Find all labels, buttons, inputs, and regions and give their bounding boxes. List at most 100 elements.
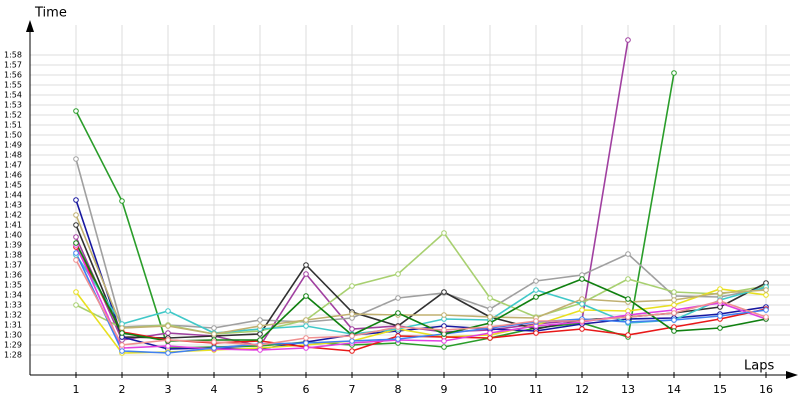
point [625,319,631,325]
point [487,324,493,330]
point [441,338,447,344]
point [763,307,769,313]
point [165,330,171,336]
point [625,37,631,43]
point [349,311,355,317]
point [395,336,401,342]
y-tick-label: 1:41 [4,221,22,230]
point [73,197,79,203]
point [165,337,171,343]
y-tick-label: 1:47 [4,161,22,170]
y-axis-label: Time [34,6,67,21]
point [395,310,401,316]
x-tick-label: 13 [621,383,635,396]
x-tick-label: 12 [575,383,589,396]
point [257,323,263,329]
y-tick-label: 1:42 [4,211,22,220]
point [487,335,493,341]
point [533,278,539,284]
point [303,323,309,329]
x-tick-label: 14 [667,383,681,396]
y-tick-label: 1:38 [4,251,22,260]
y-tick-label: 1:43 [4,201,22,210]
y-tick-label: 1:52 [4,111,22,120]
point [395,295,401,301]
y-tick-label: 1:58 [4,51,22,60]
point [73,222,79,228]
point [303,293,309,299]
point [257,317,263,323]
point [119,198,125,204]
point [533,294,539,300]
point [211,331,217,337]
point [717,290,723,296]
point [257,337,263,343]
point [441,289,447,295]
x-tick-label: 3 [165,383,172,396]
x-tick-label: 6 [303,383,310,396]
y-tick-label: 1:31 [4,321,22,330]
point [487,306,493,312]
x-arrow [786,371,798,379]
point [533,318,539,324]
point [533,287,539,293]
point [395,324,401,330]
point [487,314,493,320]
point [763,287,769,293]
y-tick-label: 1:50 [4,131,22,140]
x-tick-label: 10 [483,383,497,396]
grid [30,25,790,375]
point [165,350,171,356]
series-line [75,259,767,346]
point [303,271,309,277]
point [625,296,631,302]
point [763,314,769,320]
point [165,308,171,314]
point [441,230,447,236]
point [349,338,355,344]
x-tick-label: 7 [349,383,356,396]
point [165,343,171,349]
point [671,289,677,295]
y-tick-label: 1:37 [4,261,22,270]
x-tick-label: 4 [211,383,218,396]
y-tick-label: 1:53 [4,101,22,110]
point [671,310,677,316]
point [717,298,723,304]
point [119,330,125,336]
point [349,326,355,332]
point [303,317,309,323]
point [671,297,677,303]
point [441,327,447,333]
x-tick-label: 15 [713,383,727,396]
x-tick-label: 16 [759,383,773,396]
point [671,302,677,308]
point [303,345,309,351]
point [395,271,401,277]
point [73,257,79,263]
point [625,314,631,320]
point [73,212,79,218]
point [671,70,677,76]
point [579,326,585,332]
point [211,325,217,331]
point [717,313,723,319]
point [211,339,217,345]
point [579,276,585,282]
point [119,325,125,331]
y-tick-label: 1:36 [4,271,22,280]
y-tick-label: 1:48 [4,151,22,160]
point [763,292,769,298]
series-line [75,214,767,335]
point [119,348,125,354]
point [441,312,447,318]
y-tick-label: 1:39 [4,241,22,250]
point [487,330,493,336]
x-tick-label: 2 [119,383,126,396]
y-tick-label: 1:29 [4,341,22,350]
x-axis-label: Laps [744,359,774,374]
y-tick-label: 1:44 [4,191,22,200]
point [579,301,585,307]
point [73,108,79,114]
point [349,333,355,339]
